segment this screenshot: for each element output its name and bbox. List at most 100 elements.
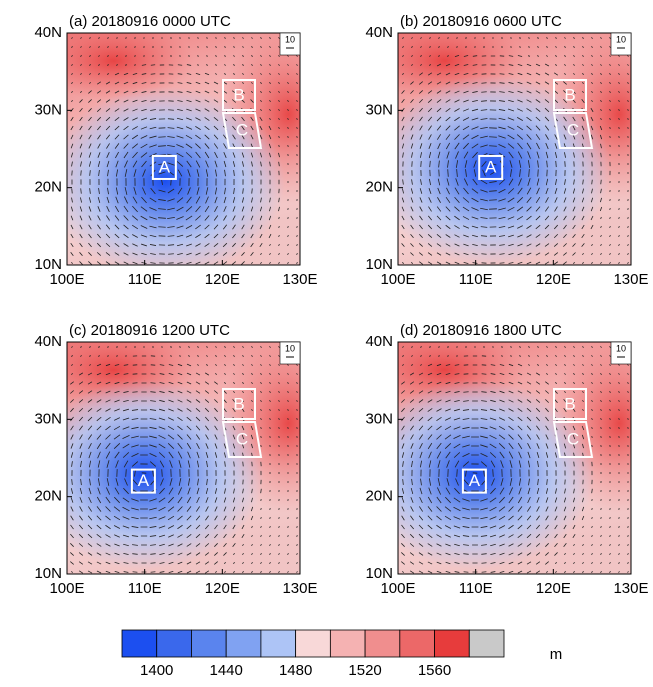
lon-tick-label: 120E: [536, 271, 571, 288]
colorbar-swatch: [400, 630, 435, 657]
colorbar-label: 1400: [140, 662, 173, 679]
lat-tick-label: 40N: [365, 333, 393, 350]
wind-arrow: [132, 392, 137, 393]
wind-arrow: [500, 74, 505, 75]
wind-arrow: [297, 427, 298, 429]
colorbar-swatch: [122, 630, 157, 657]
map-field: [365, 21, 653, 265]
map-field: [34, 21, 359, 277]
region-label: B: [564, 85, 575, 104]
wind-arrow: [297, 526, 298, 528]
wind-arrow: [288, 427, 289, 429]
lat-tick-label: 20N: [34, 179, 62, 196]
wind-arrow: [610, 136, 611, 138]
wind-arrow: [126, 469, 127, 477]
lon-tick-label: 100E: [380, 271, 415, 288]
wind-arrow: [179, 347, 181, 348]
wind-arrow: [288, 217, 289, 219]
region-label: C: [236, 120, 248, 139]
wind-arrow: [297, 136, 298, 138]
wind-arrow: [81, 170, 82, 175]
region-label: C: [236, 429, 248, 448]
map-field: [355, 330, 653, 574]
wind-arrow: [448, 169, 449, 177]
wind-arrow: [528, 38, 530, 39]
region-label: C: [567, 120, 579, 139]
region-label: A: [469, 471, 481, 490]
wind-arrow: [457, 469, 458, 477]
wind-arrow: [279, 517, 280, 519]
wind-arrow: [297, 217, 298, 219]
lon-tick-label: 120E: [205, 580, 240, 597]
panel-title: (b) 20180916 0600 UTC: [400, 13, 562, 30]
colorbar-swatch: [435, 630, 470, 657]
wind-arrow: [206, 47, 208, 48]
wind-arrow: [261, 436, 262, 438]
wind-arrow: [601, 436, 602, 438]
wind-arrow: [72, 189, 73, 194]
wind-arrow: [619, 427, 620, 429]
wind-arrow: [279, 427, 280, 429]
wind-arrow: [125, 47, 127, 48]
wind-arrow: [628, 526, 629, 528]
colorbar-swatch: [365, 630, 400, 657]
wind-arrow: [493, 469, 494, 477]
lon-tick-label: 100E: [380, 580, 415, 597]
colorbar-label: 1560: [418, 662, 451, 679]
wind-arrow: [628, 418, 629, 420]
wind-arrow: [438, 356, 440, 357]
wind-arrow: [592, 436, 593, 438]
lon-tick-label: 130E: [613, 580, 648, 597]
reference-vector-label: 10: [616, 34, 626, 44]
lon-tick-label: 130E: [282, 580, 317, 597]
region-label: C: [567, 429, 579, 448]
wind-arrow: [261, 508, 262, 510]
wind-arrow: [592, 180, 593, 185]
wind-arrow: [279, 145, 280, 147]
reference-vector-label: 10: [616, 343, 626, 353]
reference-vector-label: 10: [285, 343, 295, 353]
wind-arrow: [601, 508, 602, 510]
wind-arrow: [481, 92, 486, 93]
wind-arrow: [438, 347, 440, 348]
wind-arrow: [215, 38, 217, 39]
wind-arrow: [592, 508, 593, 510]
wind-arrow: [125, 56, 127, 57]
wind-arrow: [252, 188, 253, 193]
wind-arrow: [107, 347, 109, 348]
wind-arrow: [619, 208, 620, 210]
lon-tick-label: 110E: [128, 580, 162, 597]
lon-tick-label: 120E: [205, 271, 240, 288]
wind-arrow: [179, 356, 181, 357]
wind-arrow: [500, 263, 505, 264]
wind-arrow: [463, 563, 468, 564]
lon-tick-label: 110E: [459, 580, 493, 597]
wind-arrow: [481, 563, 486, 564]
lon-tick-label: 120E: [536, 580, 571, 597]
lat-tick-label: 30N: [34, 101, 62, 118]
colorbar-swatch: [261, 630, 296, 657]
wind-arrow: [151, 83, 156, 84]
wind-arrow: [447, 38, 449, 39]
lat-tick-label: 40N: [34, 333, 62, 350]
lon-tick-label: 130E: [282, 271, 317, 288]
wind-arrow: [556, 161, 557, 167]
wind-arrow: [225, 479, 226, 484]
wind-arrow: [510, 356, 512, 357]
wind-arrow: [270, 436, 271, 438]
wind-arrow: [132, 563, 137, 564]
wind-arrow: [116, 38, 118, 39]
wind-arrow: [619, 517, 620, 519]
lon-tick-label: 100E: [49, 580, 84, 597]
colorbar-swatch: [296, 630, 331, 657]
wind-arrow: [178, 65, 182, 66]
wind-arrow: [510, 347, 512, 348]
wind-arrow: [270, 508, 271, 510]
panel-title: (d) 20180916 1800 UTC: [400, 322, 562, 339]
wind-arrow: [610, 517, 611, 519]
wind-arrow: [628, 208, 629, 210]
lon-tick-label: 130E: [613, 271, 648, 288]
